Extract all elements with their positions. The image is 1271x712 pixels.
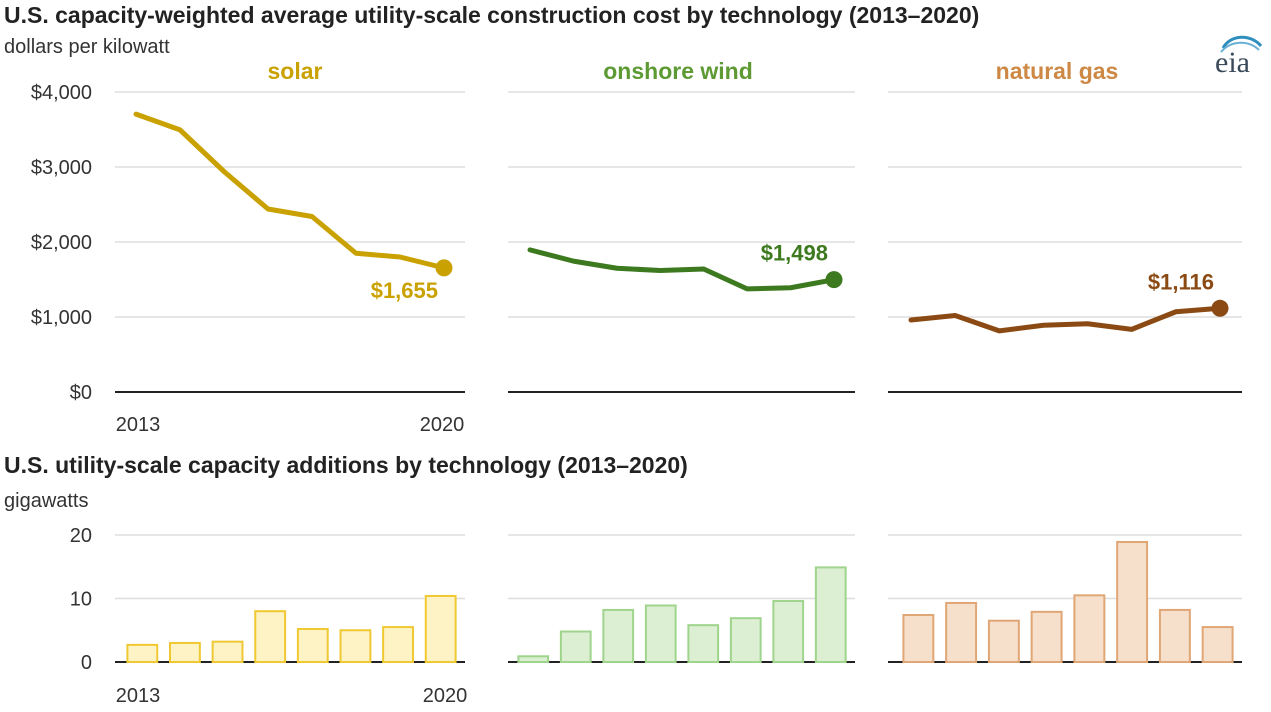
bar-wind [772, 600, 805, 663]
bar-wind [517, 655, 550, 663]
bottom-x-tick-label: 2013 [116, 685, 161, 707]
top-y-tick-label: $2,000 [31, 232, 92, 254]
bar-solar [382, 626, 414, 664]
bottom-y-tick-label: 20 [70, 525, 92, 547]
series-line-wind [527, 247, 837, 292]
series-line-gas [908, 305, 1223, 334]
bar-solar [424, 594, 457, 664]
eia-logo: eia [1215, 35, 1263, 78]
bar-solar [211, 640, 244, 663]
bottom-y-tick-label: 10 [70, 589, 92, 611]
top-chart-unit-label: dollars per kilowatt [4, 36, 170, 58]
end-value-label-gas: $1,116 [1148, 269, 1214, 294]
bar-gas [902, 614, 935, 664]
bar-gas [1030, 610, 1063, 664]
top-x-tick-label: 2013 [116, 414, 161, 436]
bar-wind [644, 604, 677, 663]
eia-logo-text: eia [1215, 46, 1250, 78]
bottom-chart-unit-label: gigawatts [4, 490, 89, 512]
bar-wind [729, 617, 762, 663]
bar-solar [296, 627, 329, 663]
bottom-chart-title: U.S. utility-scale capacity additions by… [4, 452, 688, 478]
bar-gas [1201, 626, 1234, 664]
bar-wind [687, 624, 720, 663]
bar-wind [559, 630, 592, 664]
bar-gas [1073, 594, 1106, 664]
bar-solar [126, 643, 159, 663]
top-y-tick-label: $0 [70, 382, 92, 404]
top-y-tick-label: $3,000 [31, 157, 92, 179]
series-title-solar: solar [268, 58, 323, 84]
bar-solar [254, 610, 287, 664]
bar-gas [987, 619, 1020, 663]
bottom-x-tick-label: 2020 [423, 685, 468, 707]
series-line-solar [133, 111, 447, 271]
series-title-gas: natural gas [996, 58, 1119, 84]
top-y-tick-label: $1,000 [31, 307, 92, 329]
data-point-wind [825, 271, 843, 289]
end-value-label-solar: $1,655 [371, 278, 438, 303]
bar-gas [1158, 608, 1191, 663]
series-title-wind: onshore wind [603, 58, 753, 84]
bar-gas [1116, 540, 1149, 663]
data-point-gas [1211, 299, 1229, 317]
end-value-label-wind: $1,498 [761, 241, 828, 266]
top-chart-title: U.S. capacity-weighted average utility-s… [4, 2, 980, 28]
top-y-tick-label: $4,000 [31, 82, 92, 104]
bar-solar [339, 629, 372, 663]
bar-solar [169, 641, 201, 664]
bottom-y-tick-label: 0 [81, 652, 92, 674]
bar-wind [602, 608, 635, 663]
data-point-solar [435, 259, 453, 277]
top-x-tick-label: 2020 [420, 414, 465, 436]
bar-wind [814, 566, 847, 664]
bar-gas [945, 601, 978, 664]
